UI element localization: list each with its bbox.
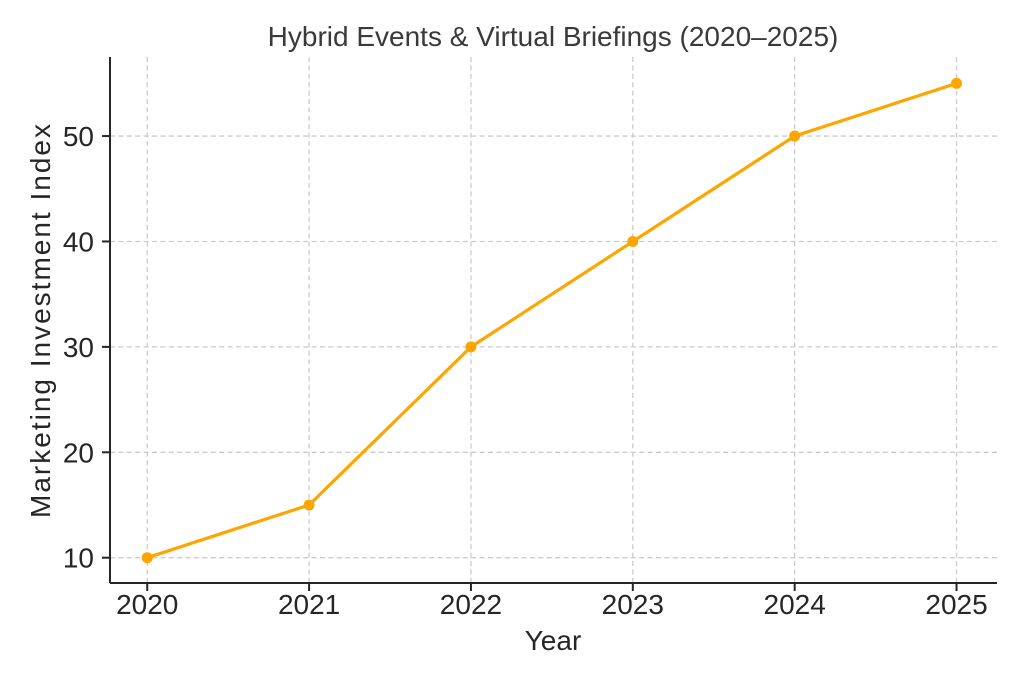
data-line xyxy=(145,81,959,560)
data-point xyxy=(627,235,639,247)
grid-lines xyxy=(110,57,997,583)
y-tick-label: 50 xyxy=(63,121,94,152)
x-tick-label: 2020 xyxy=(116,589,178,620)
y-axis-label: Marketing Investment Index xyxy=(25,122,56,518)
tick-marks-and-labels: 2020 2021 2022 2023 2024 2025 10 20 30 40 50 xyxy=(63,121,988,620)
data-point xyxy=(465,341,477,353)
y-tick-label: 30 xyxy=(63,332,94,363)
data-point xyxy=(951,77,963,89)
x-tick-label: 2022 xyxy=(440,589,502,620)
axes xyxy=(109,57,997,584)
x-tick-label: 2023 xyxy=(602,589,664,620)
x-tick-label: 2024 xyxy=(764,589,826,620)
x-axis-label: Year xyxy=(525,625,582,656)
y-tick-label: 20 xyxy=(63,437,94,468)
data-point xyxy=(141,552,153,564)
y-tick-label: 40 xyxy=(63,226,94,257)
x-tick-label: 2021 xyxy=(278,589,340,620)
data-series xyxy=(141,77,963,564)
data-point xyxy=(789,130,801,142)
y-tick-label: 10 xyxy=(63,543,94,574)
data-point xyxy=(303,499,315,511)
chart-title: Hybrid Events & Virtual Briefings (2020–… xyxy=(268,21,839,52)
x-tick-label: 2025 xyxy=(925,589,987,620)
